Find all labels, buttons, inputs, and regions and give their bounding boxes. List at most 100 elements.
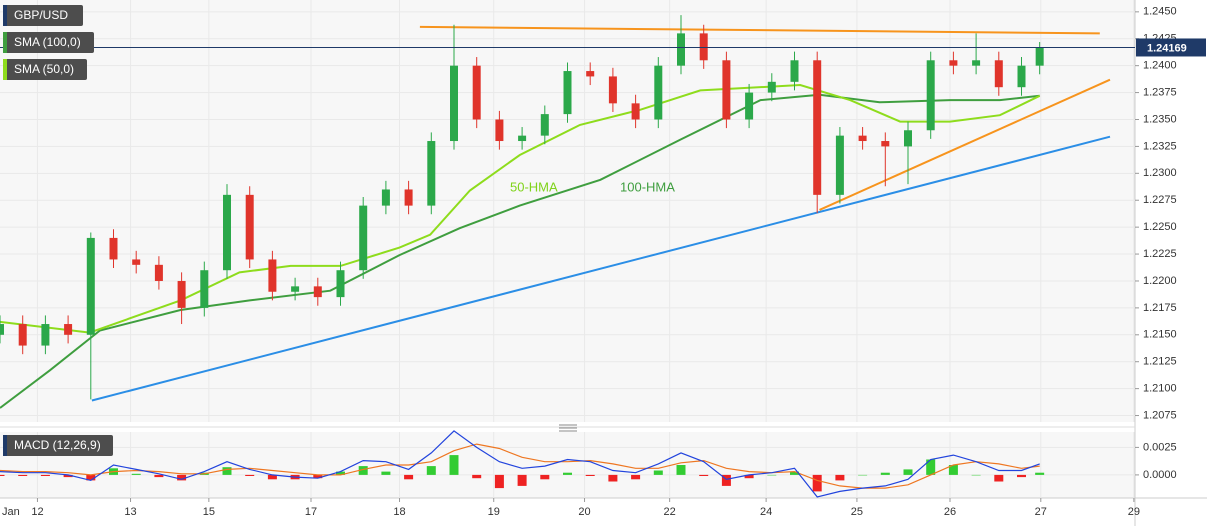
candle-body <box>177 280 186 308</box>
macd-signal-line <box>0 443 1040 489</box>
legend-chip[interactable]: SMA (100,0) <box>3 32 94 53</box>
macd-histogram-bar <box>63 474 73 478</box>
legend-label: MACD (12,26,9) <box>14 438 101 452</box>
macd-histogram-bar <box>267 474 277 480</box>
candle-body <box>518 135 527 142</box>
x-tick-label: 17 <box>305 506 317 518</box>
candle-body <box>1017 65 1026 88</box>
moving-average-line <box>0 93 1040 409</box>
legend-swatch <box>3 435 7 456</box>
candle-body <box>245 194 254 260</box>
trendline <box>419 25 1100 35</box>
legend-swatch <box>3 59 7 80</box>
legend-label: SMA (50,0) <box>14 62 74 76</box>
candle-body <box>109 237 118 260</box>
macd-histogram-bar <box>336 471 345 475</box>
macd-histogram-bar <box>631 474 641 480</box>
candle-body <box>359 205 368 271</box>
x-tick-label: 26 <box>944 506 956 518</box>
legend-chip[interactable]: SMA (50,0) <box>3 59 87 80</box>
candle-body <box>427 141 436 206</box>
last-price-box <box>1136 38 1206 57</box>
macd-histogram-bar <box>0 474 5 476</box>
candle-body <box>132 259 141 265</box>
legend-swatch <box>3 32 7 53</box>
y-tick-label: 0.0000 <box>1143 469 1177 481</box>
annotation: 100-HMA <box>620 179 675 194</box>
candle-body <box>268 259 277 292</box>
x-tick-label: 29 <box>1128 506 1140 518</box>
macd-histogram-bar <box>812 474 822 492</box>
y-tick-label: 1.2200 <box>1143 275 1177 287</box>
y-tick-label: 1.2275 <box>1143 194 1177 206</box>
macd-histogram-bar <box>449 455 459 475</box>
y-tick-label: 1.2225 <box>1143 248 1177 260</box>
y-tick-label: 1.2125 <box>1143 356 1177 368</box>
candle-body <box>631 103 640 120</box>
candle-body <box>926 60 935 131</box>
x-tick-label: 13 <box>124 506 136 518</box>
trendline <box>91 135 1111 402</box>
macd-histogram-bar <box>404 474 414 480</box>
y-tick-label: 1.2375 <box>1143 86 1177 98</box>
y-tick-label: 1.2100 <box>1143 383 1177 395</box>
macd-histogram-bar <box>858 474 868 476</box>
legend-label: SMA (100,0) <box>14 35 81 49</box>
macd-histogram-bar <box>653 470 663 475</box>
legend-box <box>3 435 113 456</box>
candle-body <box>472 65 481 120</box>
legend-chip[interactable]: MACD (12,26,9) <box>3 435 113 456</box>
trendline <box>819 78 1111 211</box>
candle-body <box>86 237 95 335</box>
candle-body <box>291 286 300 292</box>
x-tick-label: 12 <box>31 506 43 518</box>
candle-body <box>540 114 549 136</box>
candle-body <box>699 33 708 61</box>
macd-histogram-bar <box>699 474 709 476</box>
macd-panel <box>0 432 1135 498</box>
candle-body <box>722 60 731 120</box>
y-tick-label: 1.2400 <box>1143 60 1177 72</box>
x-tick-label: 18 <box>393 506 405 518</box>
macd-histogram-bar <box>494 474 504 489</box>
macd-line <box>0 430 1040 498</box>
candle-body <box>608 76 617 104</box>
macd-histogram-bar <box>177 474 187 481</box>
candle-body <box>654 65 663 120</box>
macd-histogram-bar <box>1035 472 1045 475</box>
macd-histogram-bar <box>608 474 618 482</box>
macd-histogram-bar <box>971 474 981 476</box>
y-tick-label: 1.2450 <box>1143 6 1177 18</box>
macd-histogram-bar <box>358 466 368 475</box>
candle-body <box>881 141 890 147</box>
candle-body <box>677 33 685 66</box>
candle-body <box>41 324 50 346</box>
candle-body <box>835 135 844 195</box>
legend-label: GBP/USD <box>14 8 68 22</box>
candle-body <box>200 270 209 308</box>
legend-chip[interactable]: GBP/USD <box>3 5 83 26</box>
x-tick-label: 15 <box>203 506 215 518</box>
y-tick-label: 1.2325 <box>1143 140 1177 152</box>
candle-body <box>381 189 390 206</box>
macd-histogram-bar <box>563 472 572 475</box>
y-tick-label: 0.0025 <box>1143 441 1177 453</box>
macd-histogram-bar <box>903 469 913 475</box>
macd-histogram-bar <box>880 472 890 475</box>
candle-body <box>858 135 867 142</box>
y-tick-label: 1.2175 <box>1143 302 1177 314</box>
y-tick-label: 1.2150 <box>1143 329 1177 341</box>
macd-histogram-bar <box>540 474 550 480</box>
macd-histogram-bar <box>790 471 799 475</box>
macd-histogram-bar <box>1017 474 1026 478</box>
legend-box <box>3 32 94 53</box>
panel-handle[interactable] <box>559 424 577 432</box>
macd-histogram-bar <box>835 474 845 481</box>
macd-histogram-bar <box>222 467 232 475</box>
macd-histogram-bar <box>994 474 1004 482</box>
candle-body <box>972 60 981 66</box>
candle-body <box>450 65 458 142</box>
macd-histogram-bar <box>585 474 595 476</box>
candle-body <box>745 92 754 120</box>
